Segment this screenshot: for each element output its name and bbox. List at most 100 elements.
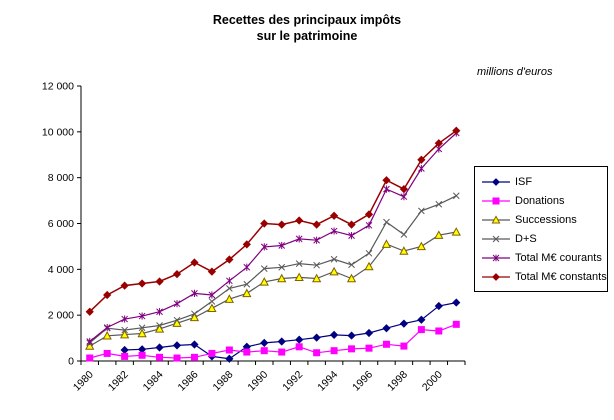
Successions-marker — [416, 241, 427, 251]
Total M€ courants-marker — [365, 221, 373, 229]
legend-marker-icon — [491, 214, 501, 223]
Successions-marker — [364, 261, 374, 271]
D+S-marker — [191, 310, 198, 318]
ISF-marker — [382, 324, 391, 333]
Total M€ constants-marker — [137, 279, 147, 288]
ISF-marker — [155, 343, 164, 352]
Donations-marker — [173, 354, 181, 362]
legend-marker-icon — [492, 272, 500, 281]
x-axis-label: 1996 — [350, 369, 375, 394]
legend-sample-diamond-icon — [482, 272, 510, 281]
Successions-marker — [434, 230, 444, 239]
legend-marker-icon — [492, 235, 500, 242]
chart-title: Recettes des principaux impôts sur le pa… — [0, 12, 614, 44]
Total M€ constants-marker — [190, 258, 199, 267]
Donations-marker — [138, 351, 146, 359]
Total M€ courants-marker — [295, 235, 303, 243]
D+S-marker — [418, 207, 425, 215]
series-line-ISF — [124, 302, 457, 360]
Total M€ constants-marker — [382, 176, 391, 185]
D+S-marker — [295, 260, 303, 267]
Donations-marker — [260, 347, 268, 355]
D+S-marker — [260, 265, 268, 272]
ISF-marker — [364, 328, 374, 338]
Successions-marker — [154, 324, 165, 333]
Total M€ courants-marker — [400, 193, 408, 201]
ISF-marker — [417, 315, 426, 324]
y-axis-label: 8 000 — [48, 172, 74, 184]
Donations-marker — [400, 342, 408, 350]
legend-sample-x-icon — [482, 235, 510, 242]
Total M€ constants-marker — [260, 219, 269, 228]
Successions-marker — [224, 294, 235, 303]
Total M€ courants-marker — [208, 291, 216, 299]
Total M€ courants-marker — [86, 337, 94, 346]
ISF-marker — [172, 341, 182, 350]
Total M€ constants-marker — [103, 290, 112, 300]
Total M€ courants-marker — [383, 185, 390, 193]
legend-entry: Total M€ constants — [481, 267, 607, 286]
Successions-marker — [119, 329, 130, 339]
y-axis-label: 6 000 — [48, 218, 74, 230]
Total M€ courants-marker — [121, 315, 128, 323]
Total M€ constants-marker — [364, 210, 374, 219]
Donations-marker — [86, 354, 94, 362]
series-line-Total M€ constants — [89, 130, 457, 313]
x-axis-label: 1984 — [141, 369, 166, 394]
Successions-marker — [451, 227, 461, 236]
Successions-marker — [294, 272, 304, 282]
legend: ISF Donations Successions D+S Total M€ coura… — [474, 166, 608, 292]
x-axis-label: 1998 — [385, 369, 410, 394]
Total M€ courants-marker — [138, 312, 146, 320]
Successions-marker — [381, 239, 392, 248]
y-axis-label: 12 000 — [42, 81, 74, 93]
legend-marker-icon — [492, 177, 500, 186]
Donations-marker — [295, 343, 303, 351]
Successions-marker — [242, 288, 252, 298]
Total M€ courants-marker — [173, 300, 181, 308]
legend-entry: Total M€ courants — [481, 248, 602, 267]
Total M€ courants-marker — [226, 277, 233, 285]
legend-marker-icon — [492, 197, 500, 204]
D+S-marker — [383, 218, 390, 226]
legend-label: D+S — [515, 232, 537, 245]
ISF-marker — [190, 340, 199, 349]
Donations-marker — [313, 349, 321, 357]
y-axis-label: 10 000 — [42, 126, 74, 138]
x-axis-label: 1992 — [280, 369, 305, 394]
Successions-marker — [311, 273, 322, 283]
Donations-marker — [365, 344, 373, 352]
Donations-marker — [208, 349, 216, 357]
unit-label: millions d'euros — [477, 66, 553, 78]
D+S-marker — [330, 255, 338, 263]
series-line-Successions — [89, 231, 457, 347]
legend-entry: ISF — [481, 172, 601, 191]
Donations-marker — [330, 347, 338, 355]
legend-entry: D+S — [481, 229, 601, 248]
legend-sample-triangle-icon — [482, 214, 510, 223]
Donations-marker — [348, 345, 356, 353]
Total M€ constants-marker — [312, 220, 321, 229]
series-line-D+S — [89, 195, 457, 344]
legend-label: Total M€ courants — [515, 251, 602, 264]
Donations-marker — [278, 348, 286, 356]
Total M€ constants-marker — [225, 255, 234, 264]
Successions-marker — [102, 330, 112, 340]
legend-label: Total M€ constants — [515, 270, 607, 283]
Successions-marker — [137, 328, 147, 338]
Total M€ constants-marker — [329, 211, 339, 220]
Total M€ constants-marker — [295, 216, 304, 225]
Total M€ courants-marker — [278, 241, 286, 250]
Donations-marker — [225, 346, 233, 354]
Successions-marker — [329, 266, 339, 276]
Total M€ courants-marker — [243, 263, 251, 271]
D+S-marker — [121, 326, 128, 334]
Total M€ courants-marker — [313, 236, 320, 244]
ISF-marker — [329, 330, 339, 339]
x-axis-label: 1990 — [245, 369, 270, 394]
D+S-marker — [435, 200, 443, 208]
Donations-marker — [435, 327, 443, 335]
legend-entry: Donations — [481, 191, 601, 210]
Total M€ courants-marker — [418, 164, 425, 173]
